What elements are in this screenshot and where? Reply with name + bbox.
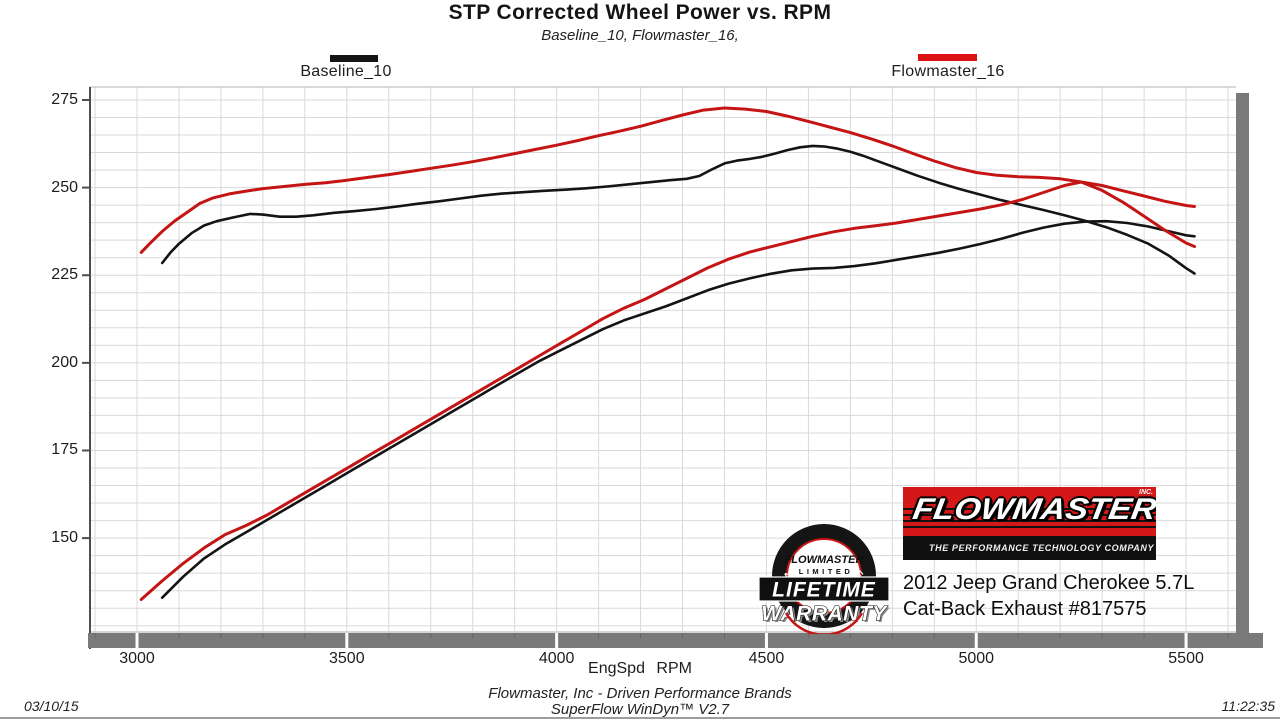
x-tick-label: 5500 <box>1168 650 1204 667</box>
footer-company-line: Flowmaster, Inc - Driven Performance Bra… <box>488 685 792 702</box>
footer-software-line: SuperFlow WinDyn™ V2.7 <box>550 701 730 718</box>
badge-limited-text: LIMITED <box>799 567 854 576</box>
axis-bar-gap <box>555 633 559 648</box>
badge-warranty-shadow: WARRANTY <box>763 604 890 627</box>
axis-bar-gap <box>135 633 139 648</box>
series-curve <box>160 144 1196 275</box>
x-tick-label: 5000 <box>958 650 995 667</box>
footer-time: 11:22:35 <box>1221 698 1275 714</box>
legend-label-flowmaster: Flowmaster_16 <box>891 63 1005 80</box>
series-curve <box>160 219 1196 600</box>
lifetime-warranty-badge: STAINLESS STEEL FLOWMASTER LIMITED LIFET… <box>758 524 890 634</box>
x-axis-bar <box>88 633 1263 648</box>
legend-swatch-flowmaster <box>918 54 977 61</box>
y-tick-label: 225 <box>51 266 78 284</box>
axis-bar-gap <box>345 633 349 648</box>
axis-bar-gap <box>1184 633 1188 648</box>
y-tick-label: 200 <box>51 353 78 371</box>
flowmaster-logo: FLOWMASTER INC. THE PERFORMANCE TECHNOLO… <box>903 487 1156 560</box>
flowmaster-logo-red-field: FLOWMASTER INC. <box>903 487 1156 536</box>
badge-lifetime-band <box>758 576 890 602</box>
y-tick-label: 150 <box>51 529 78 547</box>
badge-warranty-text: WARRANTY <box>761 603 888 626</box>
y-tick-label: 250 <box>51 178 78 196</box>
badge-lifetime-text: LIFETIME <box>772 579 876 602</box>
badge-brand-text: FLOWMASTER <box>785 554 864 566</box>
y-tick-label: 275 <box>51 90 78 108</box>
legend-swatch-baseline <box>330 55 378 62</box>
footer-date: 03/10/15 <box>24 698 79 714</box>
legend-label-baseline: Baseline_10 <box>300 63 392 80</box>
x-tick-label: 3000 <box>119 650 155 667</box>
x-axis-title: EngSpd RPM <box>588 660 692 677</box>
logo-inc-text: INC. <box>1139 489 1153 496</box>
right-shadow-bar <box>1236 93 1249 648</box>
logo-pinstripe <box>903 520 1156 522</box>
vehicle-description-line1: 2012 Jeep Grand Cherokee 5.7L <box>903 572 1195 594</box>
logo-pinstripe <box>903 526 1156 528</box>
page-title: STP Corrected Wheel Power vs. RPM <box>448 1 832 24</box>
x-tick-label: 3500 <box>329 650 365 667</box>
axis-bar-gap <box>764 633 768 648</box>
badge-bottom-red-arc <box>784 612 864 634</box>
series-curve <box>139 180 1196 601</box>
logo-pinstripe <box>903 514 1156 516</box>
logo-tagline: THE PERFORMANCE TECHNOLOGY COMPANY <box>929 543 1155 553</box>
page-subtitle: Baseline_10, Flowmaster_16, <box>541 27 739 44</box>
flowmaster-wordmark: FLOWMASTER <box>910 493 1156 526</box>
series-curve <box>139 106 1196 254</box>
vehicle-description-line2: Cat-Back Exhaust #817575 <box>903 598 1147 620</box>
axis-bar-gap <box>974 633 978 648</box>
y-tick-label: 175 <box>51 441 78 459</box>
window-bottom-edge <box>0 717 1280 719</box>
logo-pinstripe <box>903 508 1156 510</box>
x-tick-label: 4000 <box>538 650 575 667</box>
flowmaster-logo-black-band: THE PERFORMANCE TECHNOLOGY COMPANY <box>903 536 1156 560</box>
x-tick-label: 4500 <box>748 650 785 667</box>
